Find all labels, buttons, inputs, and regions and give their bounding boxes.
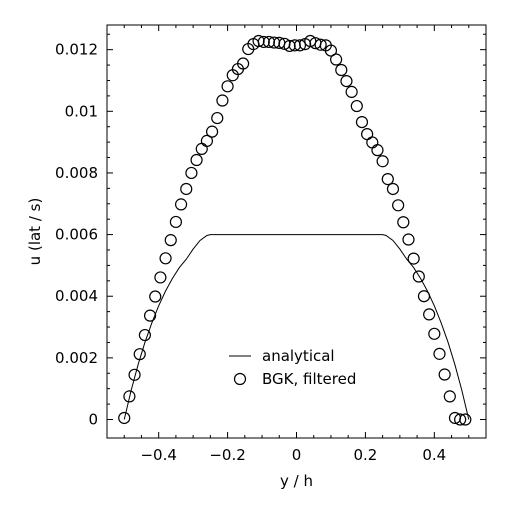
bgk-point bbox=[257, 35, 270, 49]
x-tick-label: −0.4 bbox=[140, 446, 176, 464]
bgk-point bbox=[417, 290, 431, 303]
bgk-point bbox=[392, 199, 405, 212]
bgk-point bbox=[123, 390, 136, 403]
bgk-point bbox=[216, 94, 229, 107]
y-axis-label: u (lat / s) bbox=[26, 198, 44, 266]
bgk-point bbox=[454, 413, 467, 426]
bgk-point bbox=[174, 198, 188, 211]
marker-layer bbox=[118, 34, 472, 426]
bgk-point bbox=[397, 216, 410, 229]
bgk-point bbox=[324, 44, 338, 57]
x-tick-label: 0 bbox=[292, 446, 302, 464]
y-tick-label: 0.004 bbox=[55, 287, 98, 305]
bgk-point bbox=[205, 125, 219, 138]
y-tick-label: 0.006 bbox=[55, 226, 98, 244]
y-tick-label: 0 bbox=[88, 411, 98, 429]
bgk-point bbox=[355, 115, 369, 129]
x-tick-label: 0.2 bbox=[353, 446, 377, 464]
bgk-point bbox=[423, 308, 436, 321]
bgk-point bbox=[376, 155, 389, 168]
tick-labels-layer: −0.4 −0.2 0 0.2 0.4 0 0.002 0.004 0.006 0.008 0.01… bbox=[55, 41, 446, 464]
y-tick-label: 0.008 bbox=[55, 164, 98, 182]
bgk-point bbox=[211, 111, 224, 125]
bgk-point bbox=[412, 270, 425, 283]
bgk-point bbox=[402, 233, 415, 246]
bgk-point bbox=[128, 368, 141, 381]
bgk-point bbox=[237, 57, 250, 70]
bgk-point bbox=[350, 99, 363, 113]
bgk-point bbox=[138, 328, 151, 342]
legend: analytical BGK, filtered bbox=[229, 347, 356, 388]
bgk-point bbox=[407, 252, 420, 265]
bgk-point bbox=[459, 413, 472, 426]
legend-label-analytical: analytical bbox=[262, 347, 335, 365]
bgk-point bbox=[386, 182, 400, 196]
bgk-point bbox=[381, 173, 394, 186]
bgk-point bbox=[283, 39, 296, 53]
bgk-point bbox=[149, 290, 162, 303]
plot-frame bbox=[106, 24, 487, 439]
x-tick-label: −0.2 bbox=[209, 446, 245, 464]
bgk-point bbox=[428, 327, 441, 340]
bgk-point bbox=[293, 39, 307, 52]
bgk-point bbox=[133, 348, 146, 361]
bgk-point bbox=[221, 80, 234, 93]
legend-label-bgk: BGK, filtered bbox=[262, 370, 356, 388]
bgk-point bbox=[340, 74, 353, 88]
bgk-point bbox=[200, 134, 214, 147]
bgk-point bbox=[169, 215, 183, 229]
bgk-point bbox=[345, 85, 358, 98]
bgk-point bbox=[159, 252, 172, 265]
bgk-point bbox=[371, 144, 384, 157]
legend-marker-swatch bbox=[233, 372, 247, 386]
bgk-point bbox=[143, 309, 157, 322]
y-tick-label: 0.002 bbox=[55, 349, 98, 367]
bgk-point bbox=[314, 38, 327, 51]
y-tick-label: 0.012 bbox=[55, 41, 98, 59]
bgk-point bbox=[154, 271, 167, 284]
bgk-point bbox=[180, 182, 193, 196]
x-tick-label: 0.4 bbox=[422, 446, 446, 464]
x-axis-label: y / h bbox=[280, 472, 313, 490]
bgk-point bbox=[190, 153, 203, 167]
bgk-point bbox=[438, 368, 451, 381]
bgk-point bbox=[433, 347, 446, 360]
bgk-point bbox=[330, 53, 343, 66]
bgk-point bbox=[185, 166, 198, 180]
bgk-point bbox=[118, 411, 131, 425]
bgk-point bbox=[443, 390, 456, 403]
bgk-point bbox=[164, 234, 177, 247]
bgk-point bbox=[335, 63, 348, 77]
y-tick-label: 0.01 bbox=[65, 102, 98, 120]
